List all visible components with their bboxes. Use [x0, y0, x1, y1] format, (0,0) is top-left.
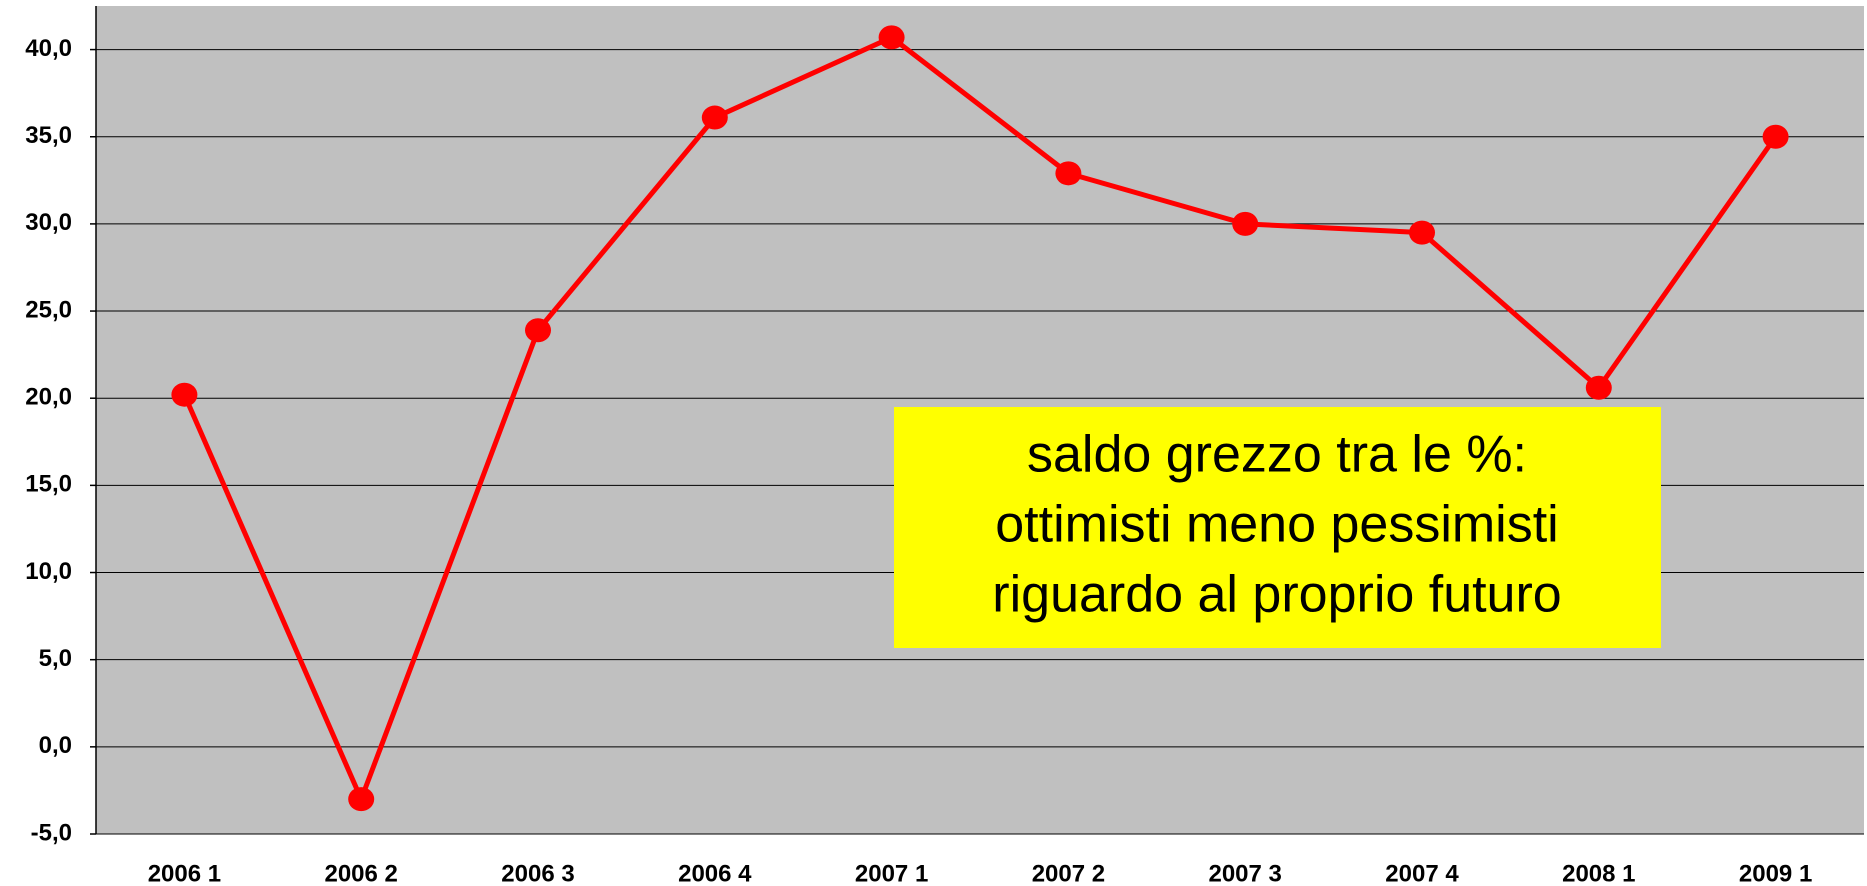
marker [525, 318, 551, 343]
x-tick-label: 2008 1 [1562, 860, 1635, 886]
x-tick-label: 2006 2 [324, 860, 397, 886]
y-tick-label: 10,0 [25, 558, 72, 585]
marker [1409, 220, 1435, 245]
x-tick-label: 2007 1 [855, 860, 928, 886]
x-tick-label: 2009 1 [1739, 860, 1812, 886]
y-tick-label: -5,0 [31, 819, 72, 846]
annotation-box [894, 407, 1661, 648]
y-tick-label: 40,0 [25, 35, 72, 62]
y-tick-label: 25,0 [25, 296, 72, 323]
x-tick-label: 2007 2 [1032, 860, 1105, 886]
marker [1055, 161, 1082, 186]
x-tick-label: 2006 4 [678, 860, 752, 886]
annotation-text: saldo grezzo tra le %: [1027, 426, 1527, 484]
x-tick-label: 2007 4 [1385, 860, 1459, 886]
line [182, 34, 1778, 802]
y-tick-label: 0,0 [39, 732, 72, 759]
x-tick-label: 2007 3 [1208, 860, 1281, 886]
y-tick-label: 20,0 [25, 384, 72, 411]
annotation-text: ottimisti meno pessimisti [995, 496, 1558, 554]
annotation-text: riguardo al proprio futuro [992, 566, 1561, 624]
marker [1762, 124, 1789, 149]
x-tick-label: 2006 1 [148, 860, 221, 886]
marker [1585, 375, 1612, 400]
marker [348, 787, 375, 812]
marker [878, 25, 905, 50]
y-tick-label: 15,0 [25, 471, 72, 498]
x-tick-label: 2006 3 [501, 860, 574, 886]
y-tick-label: 5,0 [39, 645, 72, 672]
marker [701, 105, 728, 130]
y-tick-label: 35,0 [25, 122, 72, 149]
marker [171, 382, 198, 407]
y-tick-label: 30,0 [25, 209, 72, 236]
marker [1232, 211, 1259, 236]
